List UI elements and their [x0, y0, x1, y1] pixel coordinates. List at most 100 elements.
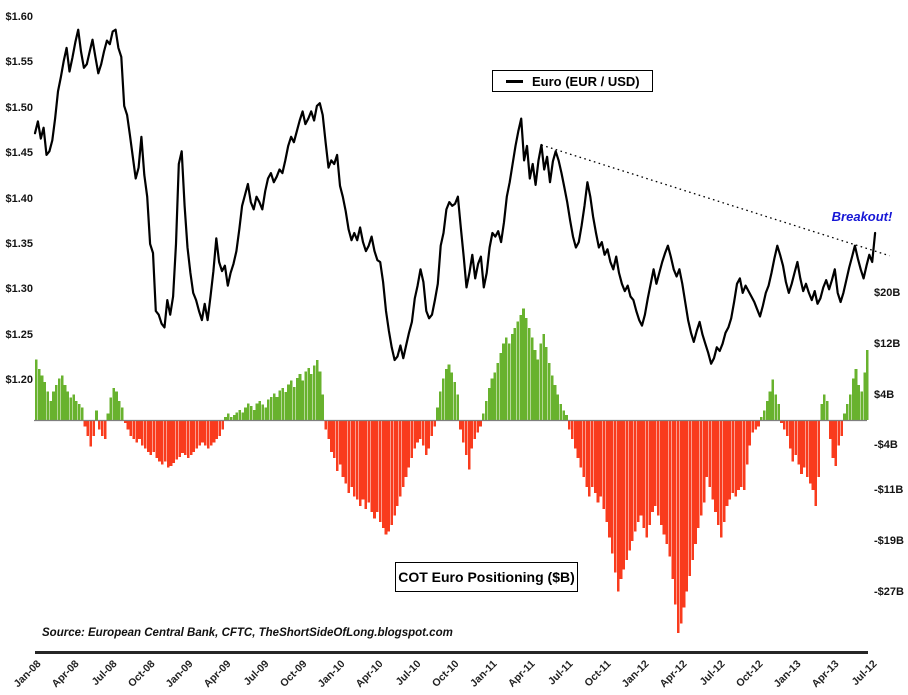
cot-bar: [553, 385, 557, 420]
cot-bar: [324, 420, 328, 430]
cot-bar: [333, 420, 336, 459]
cot-bar: [301, 380, 305, 420]
cot-bar: [169, 420, 173, 466]
cot-bar: [195, 420, 199, 449]
source-note: Source: European Central Bank, CFTC, The…: [42, 627, 453, 639]
cot-bar: [648, 420, 651, 525]
cot-bar: [376, 420, 379, 513]
cot-bar: [674, 420, 677, 605]
cot-bar: [98, 420, 101, 430]
cot-bar: [141, 420, 144, 446]
cot-bar: [129, 420, 133, 436]
cot-bar: [221, 420, 224, 430]
cot-bar: [588, 420, 591, 497]
cot-bar: [651, 420, 654, 513]
cot-bar: [335, 420, 339, 471]
cot-bar: [37, 369, 41, 420]
cot-bar: [35, 359, 38, 420]
cot-bar: [828, 420, 832, 440]
cot-bar: [806, 420, 809, 478]
cot-bar: [304, 371, 307, 420]
cot-bar: [573, 420, 577, 449]
cot-bar: [668, 420, 671, 557]
cot-bar: [384, 420, 388, 535]
cot-bar: [227, 413, 230, 420]
cot-bar: [43, 381, 47, 420]
cot-bar: [591, 420, 594, 487]
cot-bar: [459, 420, 462, 430]
cot-bar: [310, 374, 313, 420]
cot-bar: [364, 420, 368, 509]
cot-axis-label: -$27B: [874, 585, 904, 598]
cot-bar: [851, 378, 855, 420]
cot-bar: [393, 420, 396, 516]
cot-bar: [788, 420, 792, 449]
cot-bar: [814, 420, 818, 506]
cot-bar: [284, 392, 287, 420]
cot-bar: [765, 400, 769, 420]
cot-bar: [209, 420, 213, 446]
cot-bar: [238, 409, 242, 420]
cot-bar: [677, 420, 680, 634]
cot-bar: [482, 413, 485, 420]
cot-bar: [608, 420, 611, 538]
cot-bar: [487, 388, 491, 420]
cot-axis-label: -$19B: [874, 534, 904, 547]
cot-bar: [628, 420, 631, 551]
cot-bar: [399, 420, 402, 497]
cot-bar: [63, 385, 67, 420]
cot-bar: [232, 414, 236, 420]
cot-bar: [255, 403, 259, 420]
cot-bar: [356, 420, 359, 500]
cot-bar: [433, 420, 436, 427]
cot-bar: [281, 388, 285, 420]
price-axis-label: $1.55: [5, 56, 33, 69]
cot-bar: [353, 420, 356, 497]
cot-bar: [427, 420, 431, 449]
cot-bar: [450, 372, 454, 420]
cot-bar: [605, 420, 608, 522]
cot-bar: [367, 420, 371, 503]
cot-bar: [135, 420, 138, 443]
cot-bar: [771, 379, 775, 420]
cot-bar: [490, 378, 494, 420]
price-axis-label: $1.45: [5, 147, 33, 160]
cot-bar: [725, 420, 729, 506]
cot-bar: [252, 409, 256, 420]
cot-bar: [619, 420, 623, 579]
cot-bar: [103, 420, 107, 440]
cot-bar: [636, 420, 640, 522]
cot-bar: [533, 350, 537, 420]
cot-bar: [158, 420, 161, 462]
cot-axis-label: -$11B: [874, 483, 904, 496]
cot-bar: [338, 420, 342, 465]
cot-bar: [370, 420, 373, 513]
cot-bar: [843, 413, 846, 420]
cot-bar: [585, 420, 588, 487]
cot-bar: [639, 420, 643, 516]
cot-bar: [679, 420, 683, 624]
cot-bar: [175, 420, 178, 460]
cot-bar: [613, 420, 617, 573]
cot-axis-label: $4B: [874, 388, 895, 401]
cot-bar: [381, 420, 385, 529]
cot-bar: [582, 420, 585, 478]
cot-bar: [507, 343, 511, 420]
cot-bar: [745, 420, 749, 465]
cot-bar: [290, 380, 293, 420]
cot-bar: [341, 420, 345, 478]
cot-bar: [69, 397, 72, 420]
cot-bar: [803, 420, 806, 468]
cot-bar: [737, 420, 740, 490]
cot-bar: [522, 308, 525, 420]
cot-bar: [562, 410, 565, 420]
cot-bar: [89, 420, 93, 447]
cot-bar: [178, 420, 181, 457]
cot-bar: [748, 420, 752, 446]
cot-bar: [327, 420, 330, 440]
cot-bar: [631, 420, 634, 541]
cot-bar: [559, 404, 563, 420]
cot-bar: [378, 420, 382, 522]
cot-bar: [52, 391, 55, 420]
